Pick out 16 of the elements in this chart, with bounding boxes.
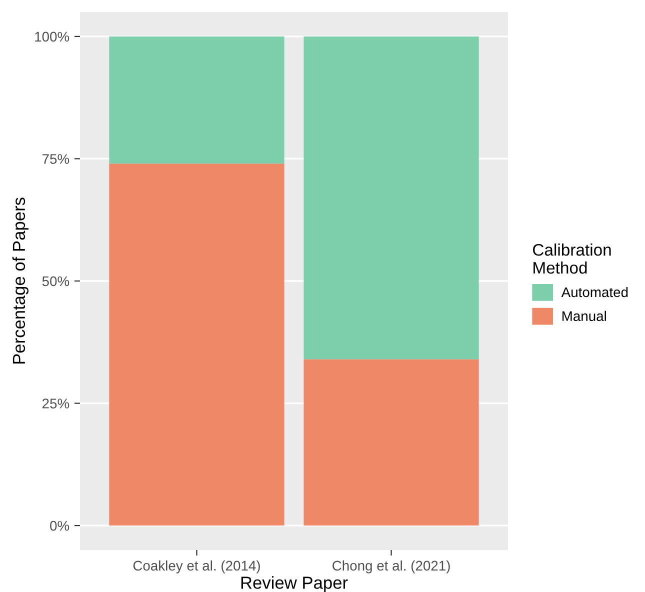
x-axis-title: Review Paper [241, 576, 348, 592]
y-tick-label: 75% [42, 154, 70, 164]
bar [109, 164, 284, 526]
bar [109, 36, 284, 164]
y-tick-label: 50% [42, 276, 70, 286]
y-axis-title: Percentage of Papers [12, 198, 29, 364]
y-tick-label: 100% [35, 32, 70, 42]
legend-title: Calibration Method [533, 244, 611, 274]
y-tick-label: 0% [50, 520, 70, 531]
x-tick-label: Chong et al. (2021) [332, 560, 450, 574]
bar [304, 359, 479, 526]
legend-label: Manual [562, 310, 606, 322]
legend-label: Automated [561, 286, 628, 298]
bar [304, 36, 479, 360]
y-tick-label: 25% [42, 398, 70, 408]
x-tick-label: Coakley et al. (2014) [133, 560, 260, 574]
